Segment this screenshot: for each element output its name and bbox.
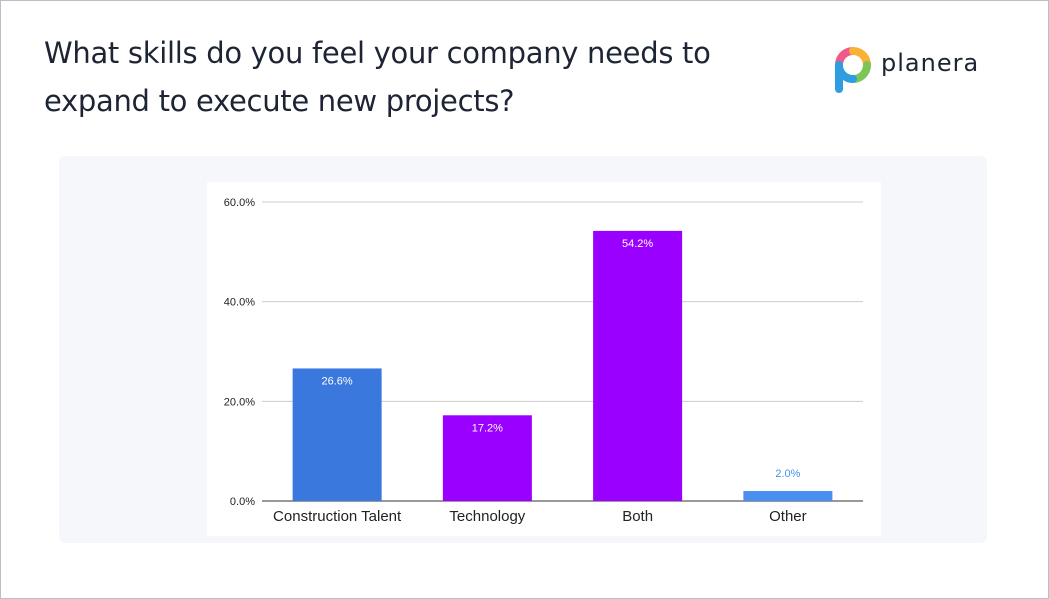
data-label: 2.0% [775, 468, 800, 480]
bar [292, 368, 382, 501]
chart-panel: 0.0% 20.0% 40.0% 60.0% 26.6% Construction Tal… [59, 156, 987, 543]
x-tick-label: Construction Talent [273, 508, 402, 525]
planera-p-logo-icon [835, 47, 871, 93]
brand-name: planera [881, 49, 980, 77]
page-title: What skills do you feel your company nee… [44, 36, 711, 118]
x-tick-label: Both [622, 508, 653, 525]
bar [593, 230, 683, 502]
bar-chart: 0.0% 20.0% 40.0% 60.0% 26.6% Construction Tal… [224, 197, 863, 525]
x-tick-label: Other [769, 508, 807, 525]
x-tick-label: Technology [449, 508, 525, 525]
data-label: 26.6% [322, 375, 353, 387]
chart-card: 0.0% 20.0% 40.0% 60.0% 26.6% Construction Tal… [207, 182, 881, 536]
bar [442, 415, 532, 501]
data-label: 54.2% [622, 238, 653, 250]
y-tick-label: 0.0% [230, 496, 255, 508]
brand-logo: planera [835, 43, 995, 95]
y-tick-label: 20.0% [224, 396, 255, 408]
bar [743, 491, 833, 501]
y-tick-label: 40.0% [224, 297, 255, 309]
data-label: 17.2% [472, 422, 503, 434]
y-tick-label: 60.0% [224, 197, 255, 209]
